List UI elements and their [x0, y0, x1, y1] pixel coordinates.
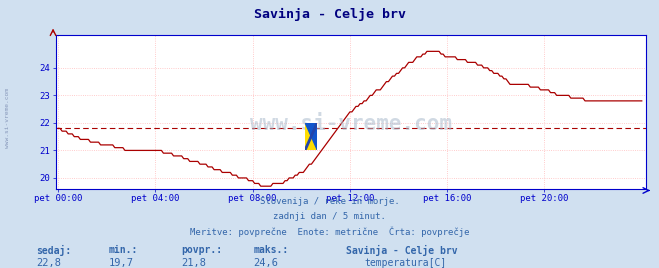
- Text: Slovenija / reke in morje.: Slovenija / reke in morje.: [260, 197, 399, 206]
- Text: temperatura[C]: temperatura[C]: [364, 258, 447, 268]
- Text: Savinja - Celje brv: Savinja - Celje brv: [254, 8, 405, 21]
- Text: 21,8: 21,8: [181, 258, 206, 268]
- Text: 19,7: 19,7: [109, 258, 134, 268]
- Text: zadnji dan / 5 minut.: zadnji dan / 5 minut.: [273, 212, 386, 221]
- Text: 24,6: 24,6: [254, 258, 279, 268]
- Text: www.si-vreme.com: www.si-vreme.com: [250, 114, 452, 134]
- Text: www.si-vreme.com: www.si-vreme.com: [5, 88, 11, 148]
- Polygon shape: [305, 123, 317, 150]
- Text: povpr.:: povpr.:: [181, 245, 222, 255]
- Text: maks.:: maks.:: [254, 245, 289, 255]
- Text: Meritve: povprečne  Enote: metrične  Črta: povprečje: Meritve: povprečne Enote: metrične Črta:…: [190, 226, 469, 237]
- Text: 22,8: 22,8: [36, 258, 61, 268]
- Text: min.:: min.:: [109, 245, 138, 255]
- Text: Savinja - Celje brv: Savinja - Celje brv: [346, 245, 457, 256]
- Text: sedaj:: sedaj:: [36, 245, 71, 256]
- Polygon shape: [305, 123, 317, 150]
